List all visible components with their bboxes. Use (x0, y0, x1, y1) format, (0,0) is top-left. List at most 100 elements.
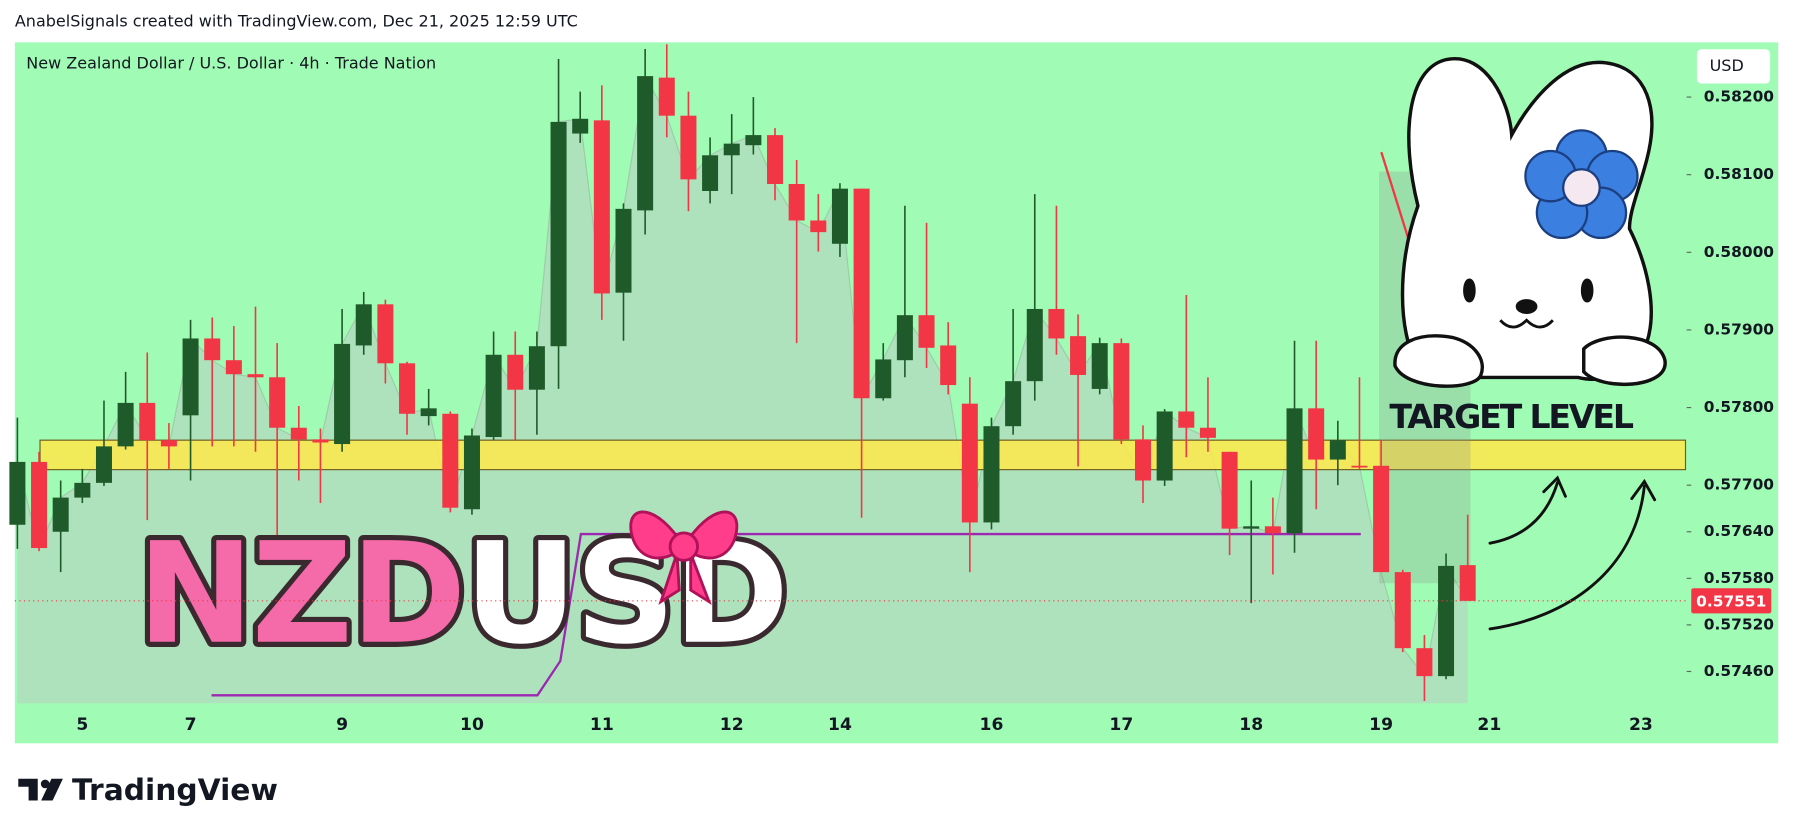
trend-line (211, 532, 1361, 697)
candle-body (1048, 308, 1065, 339)
candle-body (52, 497, 69, 532)
candle-body (1134, 439, 1152, 481)
candle-body (896, 315, 913, 361)
candle-body (312, 439, 329, 443)
bunny-eye (1580, 278, 1594, 303)
bunny-paw (1393, 334, 1484, 388)
candle-body (1070, 336, 1087, 375)
y-tick-label: 0.58000 (1704, 243, 1774, 261)
currency: USD (1710, 56, 1744, 75)
candle-body (615, 208, 632, 293)
candle-body (1308, 408, 1325, 460)
candle-body (290, 427, 307, 440)
candle-body (9, 461, 26, 525)
candle-body (702, 155, 719, 191)
candle-body (463, 435, 480, 510)
candle-body (1373, 465, 1390, 573)
candle-body (269, 377, 286, 428)
candle-body (723, 143, 740, 156)
x-tick-label: 21 (1477, 715, 1501, 735)
flower-center (1562, 168, 1601, 208)
brand: TradingView (72, 773, 278, 808)
candle-body (1329, 440, 1346, 460)
logo-mark (41, 778, 63, 801)
candle-body (1221, 451, 1238, 529)
bunny-eye (1463, 278, 1476, 303)
watermark-right: USD (464, 513, 787, 675)
candle-body (1005, 381, 1022, 427)
last-price-label: 0.57551 (1696, 592, 1766, 610)
arrow (1488, 484, 1646, 631)
candle-body (810, 220, 827, 233)
candle-body (160, 440, 177, 447)
y-tick-label: 0.58200 (1704, 88, 1774, 106)
last-price-box (1691, 588, 1772, 614)
candle-body (875, 359, 892, 399)
x-tick-label: 7 (185, 715, 197, 735)
arrow-head (1630, 478, 1657, 502)
candle-body (74, 482, 91, 498)
bow-tail (689, 552, 712, 605)
candle-body (853, 188, 870, 399)
candle-body (940, 345, 957, 386)
candle-body (399, 363, 416, 414)
candle-body (182, 338, 199, 416)
candle-body (95, 446, 112, 483)
candle-body (117, 402, 134, 447)
chart-title: New Zealand Dollar / U.S. Dollar · 4h · … (26, 54, 436, 73)
x-tick-label: 18 (1239, 715, 1263, 735)
credit: AnabelSignals created with TradingView.c… (15, 11, 578, 30)
candle-body (1416, 648, 1433, 677)
candle-body (1199, 427, 1216, 438)
x-tick-label: 19 (1369, 715, 1393, 735)
x-tick-label: 9 (336, 715, 348, 735)
candle-body (1156, 411, 1173, 481)
candle-body (1459, 565, 1476, 601)
x-tick-label: 14 (828, 715, 852, 735)
arrow-head (1542, 475, 1567, 498)
candle-body (334, 343, 351, 445)
zone-layer (39, 439, 1687, 471)
bow (629, 510, 739, 605)
logo-mark (40, 779, 50, 789)
candle-body (593, 120, 610, 294)
candle-body (788, 184, 805, 221)
x-tick-label: 16 (980, 715, 1004, 735)
candle-body (139, 402, 156, 441)
candle-body (1091, 343, 1108, 389)
candle-body (745, 135, 762, 146)
candle-body (831, 188, 848, 244)
bunny-mouth (1499, 318, 1554, 329)
candle-body (1286, 408, 1303, 534)
y-tick-label: 0.57800 (1704, 398, 1774, 416)
y-tick-label: 0.57700 (1704, 476, 1774, 494)
logo-mark (18, 778, 38, 801)
arrow (1488, 481, 1559, 545)
y-tick-label: 0.57580 (1704, 569, 1774, 587)
candle-body (1026, 308, 1043, 382)
target-zone (39, 439, 1687, 471)
candle-body (918, 315, 935, 348)
candle-body (1113, 343, 1130, 440)
red-line (1380, 151, 1410, 241)
candle-body (550, 121, 567, 347)
bow-tail (658, 553, 681, 605)
axes: 0.58200 0.58100 0.58000 0.57900 0.57800 0.577… (14, 88, 1774, 735)
arrows (1488, 475, 1657, 631)
candle-body (355, 304, 372, 346)
x-tick-label: 23 (1629, 715, 1653, 735)
candle-body (572, 118, 589, 134)
candle-body (1438, 565, 1455, 677)
y-tick-label: 0.57520 (1704, 615, 1774, 633)
candle-body (637, 76, 654, 211)
bunny-nose (1515, 299, 1538, 314)
candle-body (420, 408, 437, 417)
area-fill (17, 76, 1468, 704)
watermark-left: NZD (137, 513, 464, 675)
candle-body (442, 413, 459, 508)
candle-body (377, 304, 394, 364)
x-tick-label: 17 (1109, 715, 1133, 735)
brand-logo (18, 778, 63, 801)
